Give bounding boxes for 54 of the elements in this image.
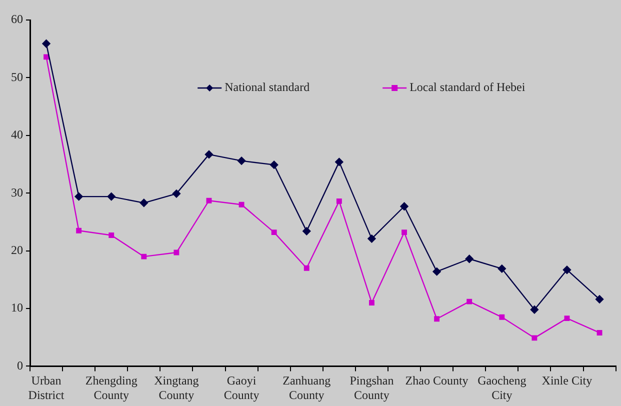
point <box>204 150 214 159</box>
point <box>335 158 344 166</box>
x-tick-label: Gaoyi County <box>224 374 260 402</box>
legend-label: Local standard of Hebei <box>410 80 526 94</box>
x-tick-label: Pingshan County <box>350 374 394 402</box>
point <box>499 314 505 320</box>
x-tick-label: Xingtang County <box>154 374 199 402</box>
point <box>42 40 50 48</box>
y-tick-label: 30 <box>11 185 23 200</box>
x-tick-label: Gaocheng City <box>478 374 526 402</box>
x-tick-label: Urban District <box>28 374 65 402</box>
point <box>206 198 212 204</box>
point <box>434 316 440 322</box>
point <box>271 230 277 236</box>
point <box>76 228 82 234</box>
point <box>302 227 311 236</box>
point <box>44 54 49 60</box>
point <box>304 265 310 271</box>
y-tick-label: 60 <box>11 12 23 26</box>
point <box>532 335 538 341</box>
x-tick-label: Xinle City <box>542 374 592 388</box>
point <box>140 198 148 208</box>
y-tick-label: 50 <box>11 70 23 84</box>
point <box>174 250 180 256</box>
x-tick-label: Zhengding County <box>85 374 138 402</box>
point <box>238 202 244 208</box>
point <box>74 192 83 201</box>
y-tick-label: 40 <box>11 128 23 142</box>
point <box>562 266 572 274</box>
point <box>402 230 407 236</box>
point <box>530 306 539 314</box>
point <box>432 267 441 276</box>
point <box>368 234 376 243</box>
point <box>564 316 570 322</box>
point <box>108 232 114 238</box>
y-tick-label: 20 <box>11 242 23 257</box>
point <box>596 330 602 336</box>
point <box>172 190 181 198</box>
x-tick-label: Zhao County <box>405 374 468 388</box>
y-tick-label: 0 <box>17 358 23 372</box>
point <box>466 298 472 304</box>
x-tick-label: Zanhuang County <box>282 374 331 402</box>
point <box>141 254 147 260</box>
point <box>336 198 342 204</box>
point <box>465 254 474 263</box>
point <box>400 202 408 210</box>
point <box>237 156 246 165</box>
y-tick-label: 10 <box>11 300 23 315</box>
point <box>498 264 506 273</box>
point <box>595 295 604 304</box>
point <box>368 300 374 306</box>
point <box>107 192 116 201</box>
point <box>270 160 278 169</box>
legend-label: National standard <box>224 80 310 94</box>
